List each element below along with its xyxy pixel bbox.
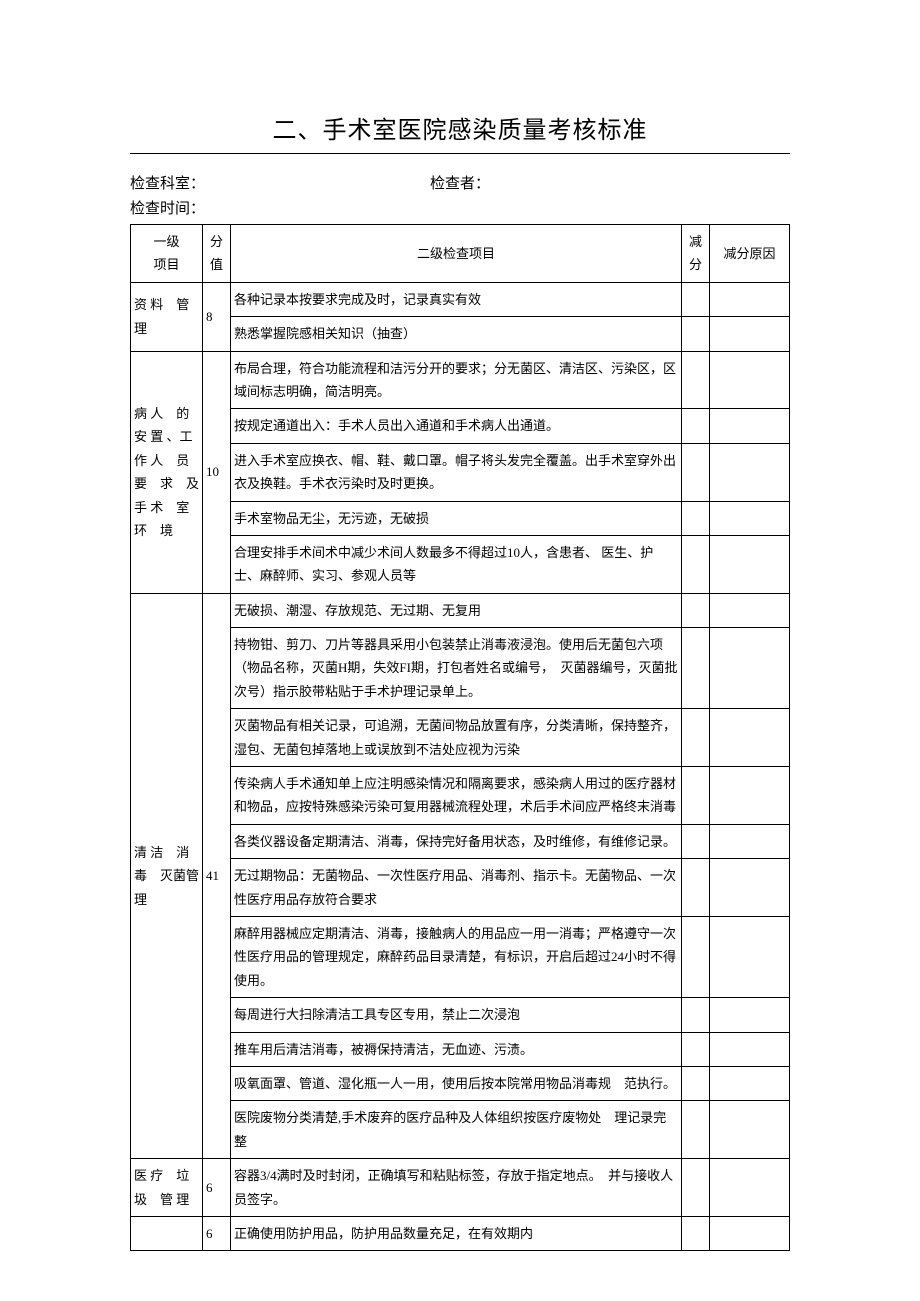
- l2-cell: 每周进行大扫除清洁工具专区专用，禁止二次浸泡: [231, 998, 682, 1032]
- deduct-cell: [682, 443, 710, 501]
- reason-cell: [710, 1216, 790, 1250]
- reason-cell: [710, 824, 790, 858]
- table-row: 医 疗 垃圾 管 理6容器3/4满时及时封闭，正确填写和粘贴标签，存放于指定地点…: [131, 1159, 790, 1217]
- deduct-cell: [682, 824, 710, 858]
- deduct-cell: [682, 859, 710, 917]
- l2-cell: 持物钳、剪刀、刀片等器具采用小包装禁止消毒液浸泡。使用后无菌包六项（物品名称，灭…: [231, 628, 682, 709]
- l2-cell: 容器3/4满时及时封闭，正确填写和粘贴标签，存放于指定地点。 并与接收人员签字。: [231, 1159, 682, 1217]
- header-deduct: 减分: [682, 225, 710, 283]
- table-row: 资 料 管理8各种记录本按要求完成及时，记录真实有效: [131, 282, 790, 316]
- deduct-cell: [682, 709, 710, 767]
- l1-cell: 清 洁 消毒 灭菌管理: [131, 593, 203, 1158]
- reason-cell: [710, 767, 790, 825]
- reason-cell: [710, 628, 790, 709]
- deduct-cell: [682, 998, 710, 1032]
- deduct-cell: [682, 317, 710, 351]
- checker-label: 检查者：: [430, 172, 490, 193]
- score-cell: 8: [203, 282, 231, 351]
- score-cell: 6: [203, 1159, 231, 1217]
- reason-cell: [710, 282, 790, 316]
- l2-cell: 麻醉用器械应定期清洁、消毒，接触病人的用品应一用一消毒；严格遵守一次性医疗用品的…: [231, 916, 682, 997]
- l1-cell: 病 人 的安 置 、工作 人 员要 求 及手 术 室环 境: [131, 351, 203, 593]
- assessment-table: 一级项目 分值 二级检查项目 减分 减分原因 资 料 管理8各种记录本按要求完成…: [130, 224, 790, 1251]
- reason-cell: [710, 709, 790, 767]
- reason-cell: [710, 535, 790, 593]
- l2-cell: 手术室物品无尘，无污迹，无破损: [231, 501, 682, 535]
- reason-cell: [710, 409, 790, 443]
- reason-cell: [710, 443, 790, 501]
- deduct-cell: [682, 282, 710, 316]
- l2-cell: 医院废物分类清楚,手术废弃的医疗品种及人体组织按医疗废物处 理记录完整: [231, 1101, 682, 1159]
- deduct-cell: [682, 1216, 710, 1250]
- l2-cell: 各种记录本按要求完成及时，记录真实有效: [231, 282, 682, 316]
- header-score: 分值: [203, 225, 231, 283]
- dept-label: 检查科室：: [130, 172, 430, 193]
- reason-cell: [710, 916, 790, 997]
- l2-cell: 无过期物品：无菌物品、一次性医疗用品、消毒剂、指示卡。无菌物品、一次性医疗用品存…: [231, 859, 682, 917]
- reason-cell: [710, 1032, 790, 1066]
- table-row: 清 洁 消毒 灭菌管理41无破损、潮湿、存放规范、无过期、无复用: [131, 593, 790, 627]
- l2-cell: 布局合理，符合功能流程和洁污分开的要求；分无菌区、清洁区、污染区，区域间标志明确…: [231, 351, 682, 409]
- header-reason: 减分原因: [710, 225, 790, 283]
- table-row: 病 人 的安 置 、工作 人 员要 求 及手 术 室环 境10布局合理，符合功能…: [131, 351, 790, 409]
- score-cell: 41: [203, 593, 231, 1158]
- deduct-cell: [682, 916, 710, 997]
- score-cell: 6: [203, 1216, 231, 1250]
- l2-cell: 正确使用防护用品，防护用品数量充足，在有效期内: [231, 1216, 682, 1250]
- l1-cell: [131, 1216, 203, 1250]
- l2-cell: 熟悉掌握院感相关知识（抽查）: [231, 317, 682, 351]
- score-cell: 10: [203, 351, 231, 593]
- table-row: 6正确使用防护用品，防护用品数量充足，在有效期内: [131, 1216, 790, 1250]
- deduct-cell: [682, 351, 710, 409]
- l1-cell: 医 疗 垃圾 管 理: [131, 1159, 203, 1217]
- deduct-cell: [682, 1066, 710, 1100]
- reason-cell: [710, 317, 790, 351]
- l2-cell: 按规定通道出入：手术人员出入通道和手术病人出通道。: [231, 409, 682, 443]
- reason-cell: [710, 593, 790, 627]
- l2-cell: 传染病人手术通知单上应注明感染情况和隔离要求，感染病人用过的医疗器材和物品，应按…: [231, 767, 682, 825]
- header-l1: 一级项目: [131, 225, 203, 283]
- time-label: 检查时间：: [130, 197, 790, 218]
- deduct-cell: [682, 535, 710, 593]
- deduct-cell: [682, 628, 710, 709]
- header-l2: 二级检查项目: [231, 225, 682, 283]
- meta-row-1: 检查科室： 检查者：: [130, 172, 790, 197]
- l2-cell: 吸氧面罩、管道、湿化瓶一人一用，使用后按本院常用物品消毒规 范执行。: [231, 1066, 682, 1100]
- reason-cell: [710, 1159, 790, 1217]
- reason-cell: [710, 1066, 790, 1100]
- deduct-cell: [682, 409, 710, 443]
- reason-cell: [710, 1101, 790, 1159]
- deduct-cell: [682, 593, 710, 627]
- l2-cell: 无破损、潮湿、存放规范、无过期、无复用: [231, 593, 682, 627]
- deduct-cell: [682, 767, 710, 825]
- page-title: 二、手术室医院感染质量考核标准: [130, 110, 790, 154]
- l2-cell: 推车用后清洁消毒，被褥保持清洁，无血迹、污渍。: [231, 1032, 682, 1066]
- reason-cell: [710, 998, 790, 1032]
- l2-cell: 进入手术室应换衣、帽、鞋、戴口罩。帽子将头发完全覆盖。出手术室穿外出衣及换鞋。手…: [231, 443, 682, 501]
- l1-cell: 资 料 管理: [131, 282, 203, 351]
- l2-cell: 各类仪器设备定期清洁、消毒，保持完好备用状态，及时维修，有维修记录。: [231, 824, 682, 858]
- l2-cell: 合理安排手术间术中减少术间人数最多不得超过10人，含患者、 医生、护士、麻醉师、…: [231, 535, 682, 593]
- reason-cell: [710, 859, 790, 917]
- deduct-cell: [682, 1032, 710, 1066]
- l2-cell: 灭菌物品有相关记录，可追溯，无菌间物品放置有序，分类清晰，保持整齐，湿包、无菌包…: [231, 709, 682, 767]
- deduct-cell: [682, 1159, 710, 1217]
- table-header-row: 一级项目 分值 二级检查项目 减分 减分原因: [131, 225, 790, 283]
- deduct-cell: [682, 501, 710, 535]
- reason-cell: [710, 501, 790, 535]
- reason-cell: [710, 351, 790, 409]
- deduct-cell: [682, 1101, 710, 1159]
